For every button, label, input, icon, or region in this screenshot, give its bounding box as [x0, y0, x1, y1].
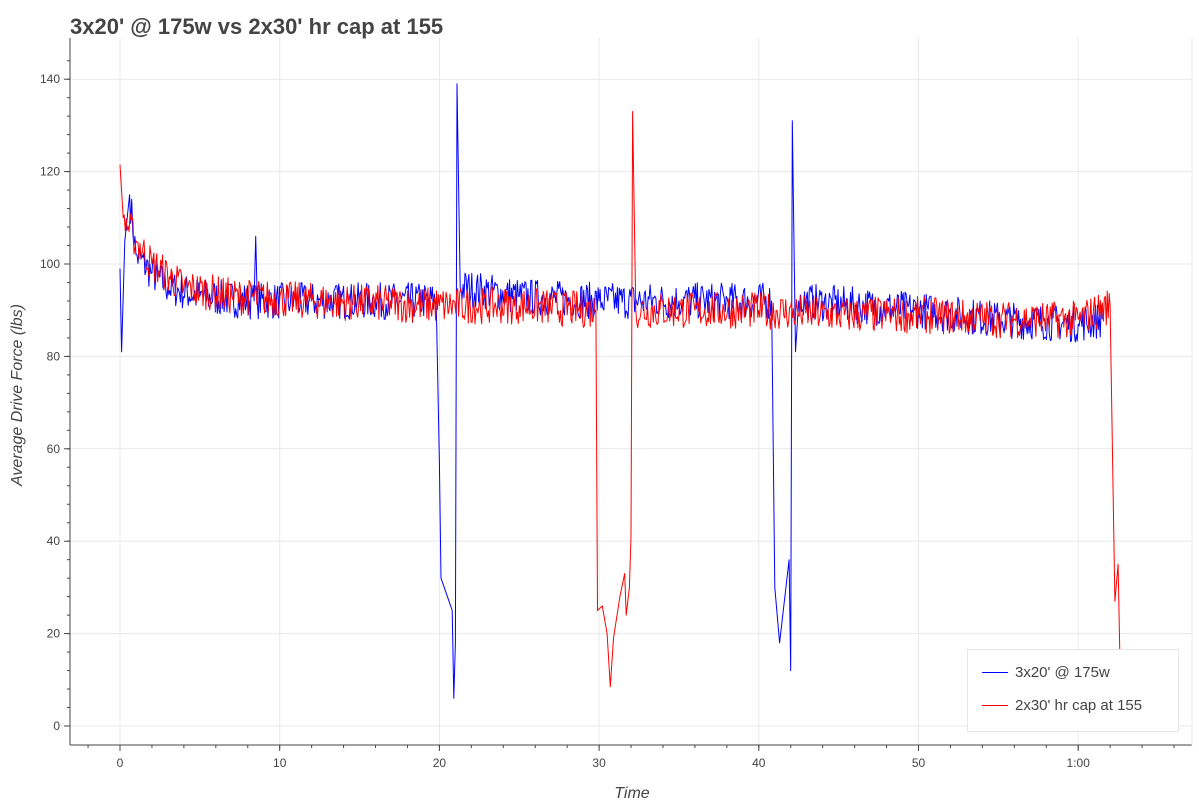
legend-item-3x20[interactable]: 3x20' @ 175w: [982, 664, 1110, 681]
y-tick-label: 40: [47, 534, 61, 548]
legend: 3x20' @ 175w 2x30' hr cap at 155: [967, 649, 1179, 732]
chart-title: 3x20' @ 175w vs 2x30' hr cap at 155: [70, 14, 444, 39]
legend-label: 2x30' hr cap at 155: [1015, 697, 1143, 714]
legend-label: 3x20' @ 175w: [1015, 664, 1110, 681]
series-lines: [119, 83, 1141, 713]
x-tick-label: 30: [592, 756, 606, 770]
y-tick-label: 100: [40, 257, 60, 271]
y-tick-label: 0: [53, 719, 60, 733]
axes: 0 10 20 30 40 50 1:00 0 20 40 60 80 100 120 140: [40, 38, 1193, 770]
y-tick-label: 120: [40, 165, 60, 179]
legend-item-2x30[interactable]: 2x30' hr cap at 155: [982, 697, 1142, 714]
series-line-1: [119, 111, 1141, 713]
x-tick-label: 40: [752, 756, 766, 770]
x-tick-label: 20: [433, 756, 447, 770]
series-line-0: [119, 83, 1103, 699]
x-tick-label: 0: [117, 756, 124, 770]
x-tick-label: 10: [273, 756, 287, 770]
grid: [70, 38, 1192, 745]
x-axis-label: Time: [614, 785, 650, 802]
legend-swatch-blue: [982, 672, 1008, 673]
x-tick-label: 1:00: [1067, 756, 1091, 770]
y-tick-label: 60: [47, 442, 61, 456]
legend-swatch-red: [982, 705, 1008, 706]
y-tick-label: 20: [47, 627, 61, 641]
y-tick-label: 80: [47, 349, 61, 363]
y-axis-label: Average Drive Force (lbs): [9, 304, 26, 487]
x-tick-label: 50: [912, 756, 926, 770]
y-tick-label: 140: [40, 72, 60, 86]
